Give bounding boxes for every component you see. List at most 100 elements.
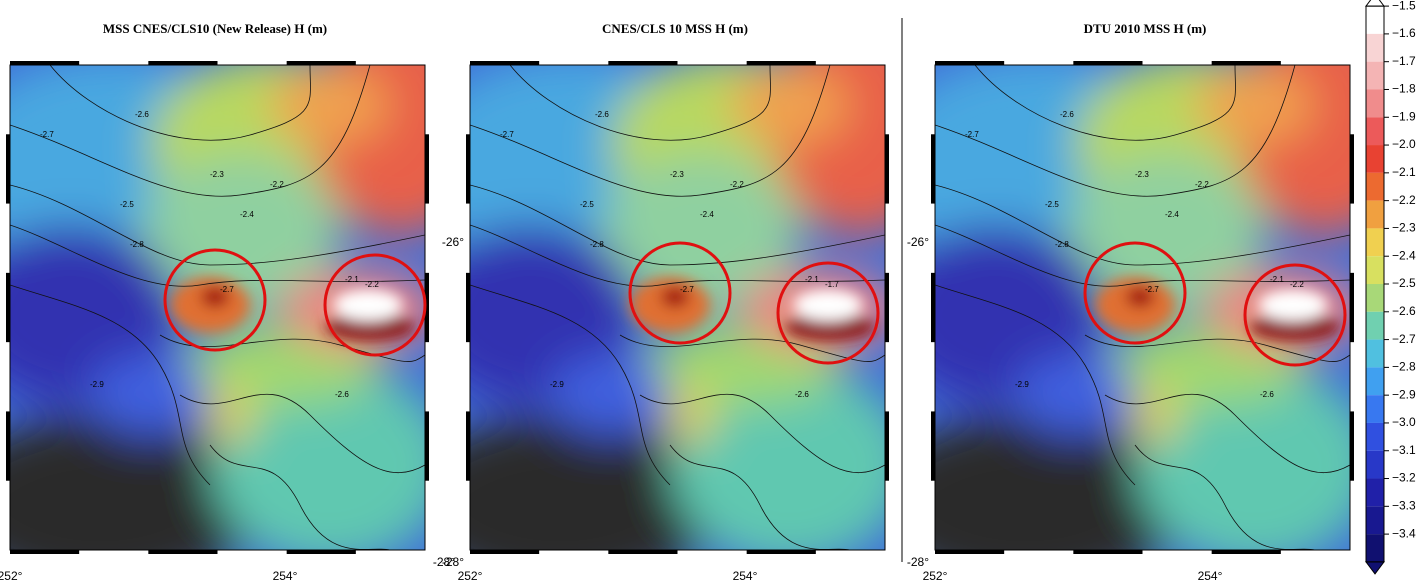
colorbar-label: −2.6 — [1392, 304, 1416, 318]
contour-label: -2.9 — [90, 380, 104, 389]
y-tick-label: -26° — [907, 235, 929, 249]
colorbar-segment — [1366, 340, 1384, 368]
colorbar-segment — [1366, 256, 1384, 284]
colorbar-label: −1.8 — [1392, 82, 1416, 96]
x-tick-label: 252° — [458, 569, 483, 583]
frame-tick — [10, 61, 79, 65]
colorbar-label: −2.8 — [1392, 360, 1416, 374]
contour-label: -2.9 — [1015, 380, 1029, 389]
x-tick-label: 252° — [0, 569, 23, 583]
contour-label: -2.1 — [805, 275, 819, 284]
frame-tick — [1212, 550, 1281, 554]
frame-tick — [1073, 61, 1142, 65]
contour-label: -2.2 — [365, 280, 379, 289]
hotspot — [793, 289, 863, 321]
contour-label: -2.7 — [1145, 285, 1159, 294]
colorbar-segment — [1366, 173, 1384, 201]
contour-label: -2.6 — [795, 390, 809, 399]
colorbar-segment — [1366, 34, 1384, 62]
frame-tick — [148, 61, 217, 65]
frame-tick — [10, 550, 79, 554]
frame-tick — [6, 134, 10, 203]
frame-tick — [885, 134, 889, 203]
colorbar-label: −1.5 — [1392, 0, 1416, 12]
blob — [550, 355, 670, 435]
contour-label: -2.4 — [240, 210, 254, 219]
map: -2.6-2.7-2.3-2.2-2.5-2.4-2.8-2.1-2.7-2.2… — [865, 15, 1415, 586]
frame-tick — [470, 550, 539, 554]
frame-tick — [1350, 273, 1354, 342]
colorbar-label: −2.2 — [1392, 193, 1416, 207]
colorbar-label: −2.7 — [1392, 332, 1416, 346]
colorbar-segment — [1366, 506, 1384, 534]
frame-tick — [608, 61, 677, 65]
blob — [1015, 355, 1135, 435]
colorbar-arrow — [1366, 0, 1384, 6]
contour-label: -2.9 — [550, 380, 564, 389]
frame-tick — [747, 550, 816, 554]
colorbar-label: −3.4 — [1392, 526, 1416, 540]
frame-tick — [931, 411, 935, 480]
frame-tick — [148, 550, 217, 554]
contour-label: -2.7 — [500, 130, 514, 139]
contour-label: -2.1 — [1270, 275, 1284, 284]
x-tick-label: 254° — [733, 569, 758, 583]
colorbar-segment — [1366, 423, 1384, 451]
contour-label: -2.7 — [965, 130, 979, 139]
frame-tick — [935, 550, 1004, 554]
contour-label: -2.6 — [1260, 390, 1274, 399]
colorbar-segment — [1366, 312, 1384, 340]
frame-tick — [1212, 61, 1281, 65]
frame-tick — [287, 550, 356, 554]
frame-tick — [287, 61, 356, 65]
contour-label: -2.8 — [130, 240, 144, 249]
x-tick-label: 252° — [923, 569, 948, 583]
y-tick-label: -28° — [907, 555, 929, 569]
map: -2.6-2.7-2.3-2.2-2.5-2.4-2.8-2.1-2.7-2.2… — [0, 15, 490, 586]
frame-tick — [425, 134, 429, 203]
frame-tick — [1073, 550, 1142, 554]
colorbar-segment — [1366, 6, 1384, 34]
blob — [730, 65, 850, 145]
x-tick-label: 254° — [1198, 569, 1223, 583]
colorbar-label: −2.1 — [1392, 165, 1416, 179]
frame-tick — [466, 411, 470, 480]
contour-label: -2.7 — [220, 285, 234, 294]
hotspot — [1258, 289, 1328, 321]
contour-label: -2.5 — [120, 200, 134, 209]
contour-label: -2.6 — [135, 110, 149, 119]
contour-label: -2.3 — [1135, 170, 1149, 179]
contour-label: -2.5 — [1045, 200, 1059, 209]
frame-tick — [6, 273, 10, 342]
contour-label: -1.7 — [825, 280, 839, 289]
frame-tick — [1350, 411, 1354, 480]
contour-label: -2.2 — [1290, 280, 1304, 289]
colorbar-label: −3.3 — [1392, 498, 1416, 512]
colorbar-segment — [1366, 62, 1384, 90]
frame-tick — [6, 411, 10, 480]
frame-tick — [931, 273, 935, 342]
colorbar-segment — [1366, 201, 1384, 229]
contour-label: -2.5 — [580, 200, 594, 209]
frame-tick — [885, 411, 889, 480]
colorbar-label: −1.7 — [1392, 54, 1416, 68]
blob — [90, 355, 210, 435]
colorbar-segment — [1366, 395, 1384, 423]
frame-tick — [747, 61, 816, 65]
contour-label: -2.4 — [1165, 210, 1179, 219]
colorbar-label: −2.9 — [1392, 387, 1416, 401]
contour-label: -2.8 — [590, 240, 604, 249]
x-tick-label: 254° — [273, 569, 298, 583]
y-tick-label: -28° — [442, 555, 464, 569]
colorbar-segment — [1366, 89, 1384, 117]
contour-label: -2.4 — [700, 210, 714, 219]
frame-tick — [1350, 134, 1354, 203]
frame-tick — [931, 134, 935, 203]
colorbar-arrow — [1366, 562, 1384, 574]
contour-label: -2.1 — [345, 275, 359, 284]
contour-label: -2.2 — [270, 180, 284, 189]
frame-tick — [466, 273, 470, 342]
colorbar-label: −2.3 — [1392, 221, 1416, 235]
colorbar-label: −2.4 — [1392, 248, 1416, 262]
colorbar-segment — [1366, 367, 1384, 395]
